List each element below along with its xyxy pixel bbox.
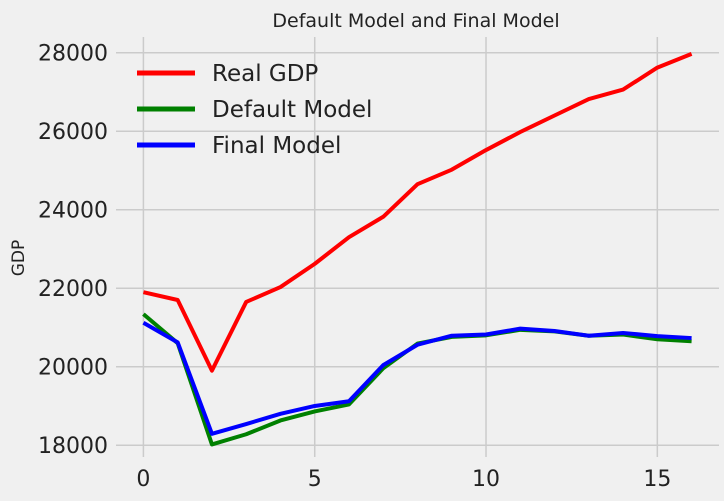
y-tick-label: 22000 bbox=[38, 277, 108, 302]
legend: Real GDP Default Model Final Model bbox=[137, 61, 372, 159]
x-tick-label: 15 bbox=[643, 467, 671, 492]
legend-label-default-model: Default Model bbox=[212, 97, 372, 123]
grid bbox=[116, 37, 719, 457]
x-tick-label: 0 bbox=[136, 467, 150, 492]
y-tick-label: 20000 bbox=[38, 356, 108, 381]
series-line-real-gdp bbox=[142, 52, 693, 373]
y-tick-label: 28000 bbox=[38, 42, 108, 67]
x-tick-label: 10 bbox=[472, 467, 500, 492]
legend-label-real-gdp: Real GDP bbox=[212, 61, 318, 87]
series-line-final-model bbox=[142, 321, 692, 436]
series-lines bbox=[142, 52, 693, 447]
y-tick-label: 18000 bbox=[38, 434, 108, 459]
y-tick-label: 26000 bbox=[38, 120, 108, 145]
x-tick-label: 5 bbox=[308, 467, 322, 492]
chart-title: Default Model and Final Model bbox=[272, 10, 559, 32]
y-tick-label: 24000 bbox=[38, 199, 108, 224]
y-axis-label: GDP bbox=[9, 240, 29, 277]
legend-label-final-model: Final Model bbox=[212, 133, 341, 159]
tick-labels: 0 5 10 15 18000 20000 22000 24000 26000 28000 bbox=[38, 42, 671, 492]
